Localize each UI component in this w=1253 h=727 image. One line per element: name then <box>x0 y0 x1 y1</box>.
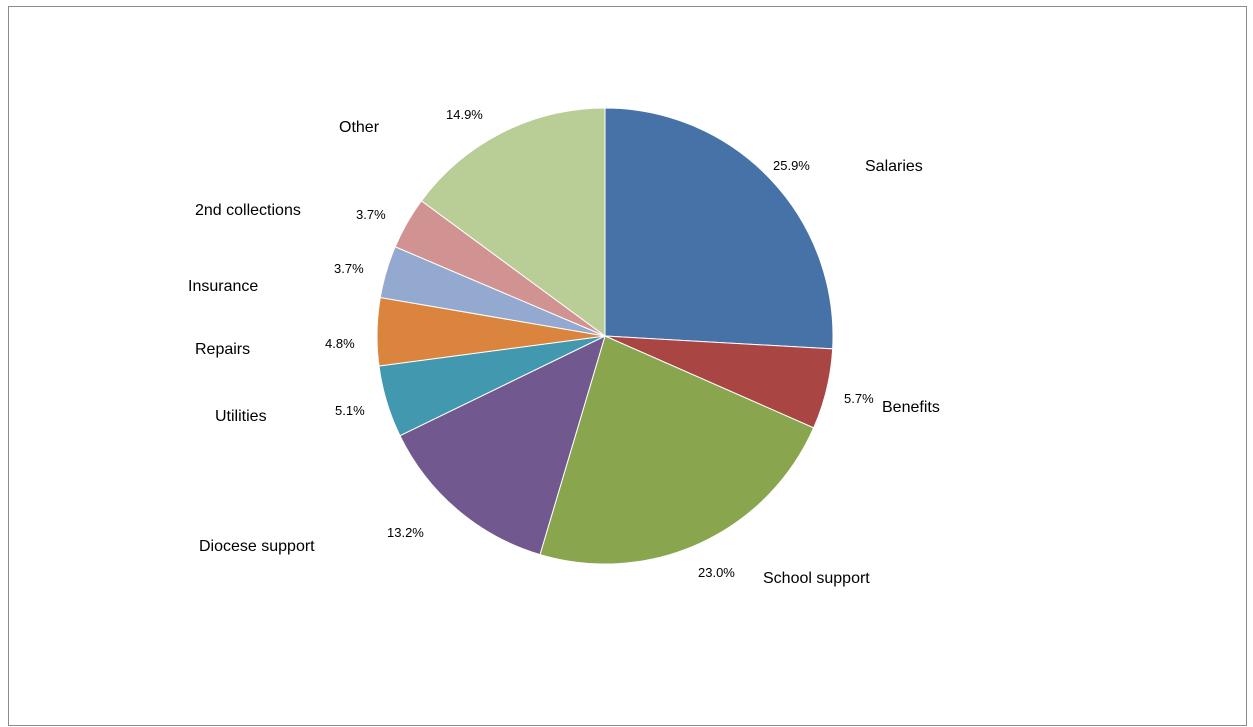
pct-label-utilities: 5.1% <box>335 403 365 418</box>
pie-chart: 25.9% 5.7% 23.0% 13.2% 5.1% 4.8% 3.7% 3.… <box>188 107 940 587</box>
pie-slice-school-support <box>539 335 815 565</box>
category-label-salaries: Salaries <box>865 158 923 175</box>
category-label-repairs: Repairs <box>195 341 250 358</box>
pct-label-2nd-collections: 3.7% <box>356 207 386 222</box>
category-label-2nd-collections: 2nd collections <box>195 202 301 219</box>
pie-slice-salaries <box>604 107 834 350</box>
pct-label-salaries: 25.9% <box>773 158 810 173</box>
category-label-benefits: Benefits <box>882 399 940 416</box>
percent-labels: 25.9% 5.7% 23.0% 13.2% 5.1% 4.8% 3.7% 3.… <box>325 107 874 580</box>
category-labels: Salaries Benefits School support Diocese… <box>188 119 940 587</box>
category-label-other: Other <box>339 119 380 136</box>
pct-label-other: 14.9% <box>446 107 483 122</box>
category-label-diocese-support: Diocese support <box>199 538 315 555</box>
pie-slices <box>376 107 834 565</box>
pct-label-school-support: 23.0% <box>698 565 735 580</box>
pct-label-insurance: 3.7% <box>334 261 364 276</box>
category-label-utilities: Utilities <box>215 408 267 425</box>
category-label-school-support: School support <box>763 570 870 587</box>
pct-label-diocese-support: 13.2% <box>387 525 424 540</box>
chart-area: 25.9% 5.7% 23.0% 13.2% 5.1% 4.8% 3.7% 3.… <box>8 6 1247 726</box>
category-label-insurance: Insurance <box>188 278 258 295</box>
pct-label-benefits: 5.7% <box>844 391 874 406</box>
pie-slice-diocese-support <box>399 335 606 556</box>
pie-slice-other <box>420 107 606 337</box>
pct-label-repairs: 4.8% <box>325 336 355 351</box>
